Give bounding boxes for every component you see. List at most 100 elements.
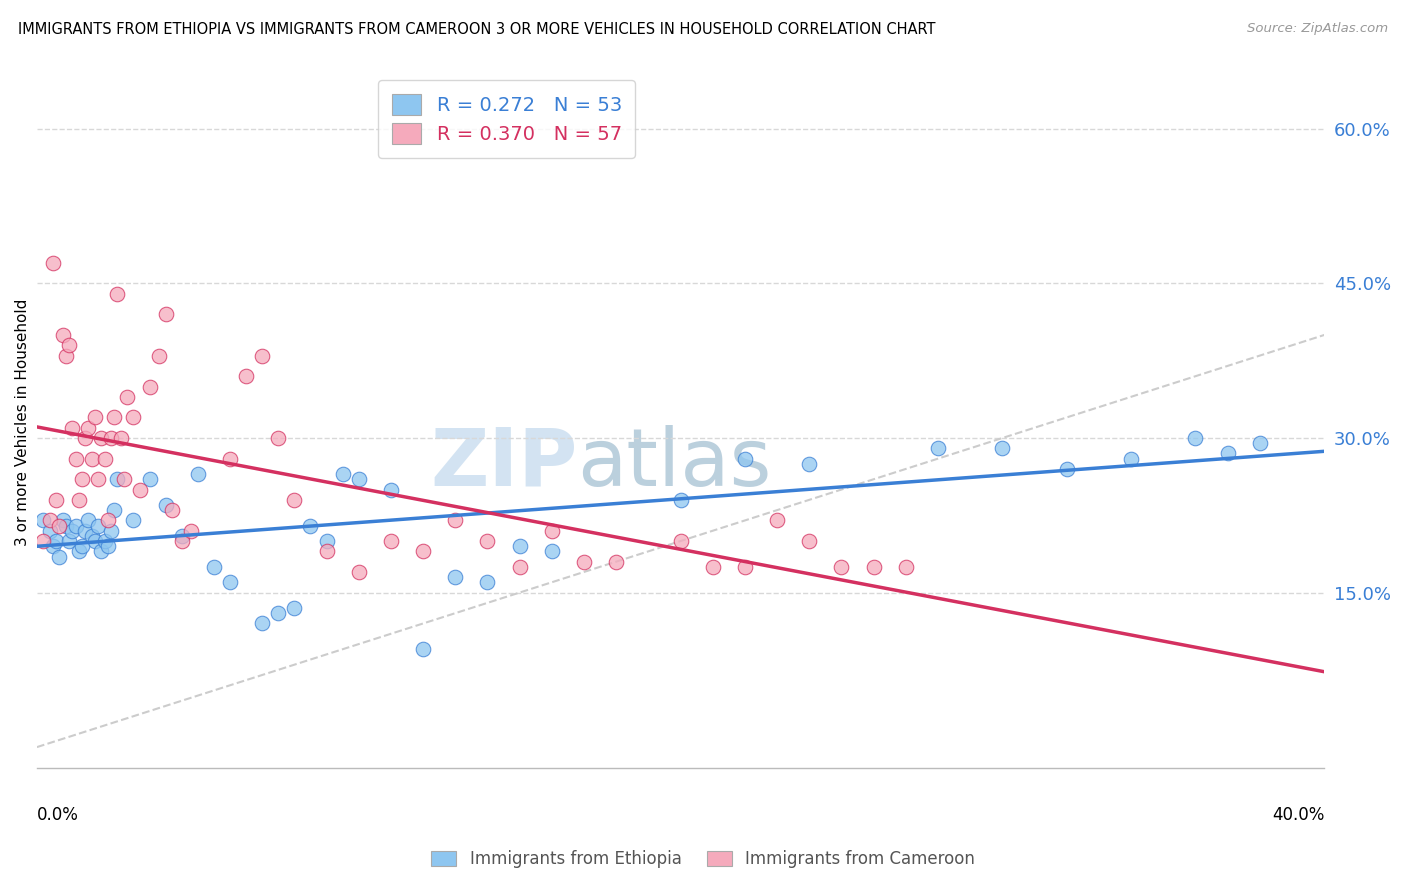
Point bbox=[799, 534, 821, 549]
Point bbox=[219, 451, 242, 466]
Text: IMMIGRANTS FROM ETHIOPIA VS IMMIGRANTS FROM CAMEROON 3 OR MORE VEHICLES IN HOUSE: IMMIGRANTS FROM ETHIOPIA VS IMMIGRANTS F… bbox=[18, 22, 936, 37]
Point bbox=[766, 513, 789, 527]
Point bbox=[347, 565, 370, 579]
Point bbox=[412, 544, 434, 558]
Point bbox=[299, 518, 322, 533]
Point bbox=[540, 524, 562, 538]
Point bbox=[202, 559, 225, 574]
Point bbox=[1119, 451, 1142, 466]
Point bbox=[100, 431, 122, 445]
Point bbox=[83, 410, 105, 425]
Text: ZIP: ZIP bbox=[430, 425, 578, 503]
Point bbox=[93, 534, 115, 549]
Point bbox=[112, 472, 135, 486]
Point bbox=[80, 451, 103, 466]
Point bbox=[58, 338, 80, 352]
Point bbox=[83, 534, 105, 549]
Point bbox=[65, 451, 87, 466]
Point bbox=[669, 492, 692, 507]
Point bbox=[93, 451, 115, 466]
Point bbox=[799, 457, 821, 471]
Point bbox=[80, 529, 103, 543]
Point bbox=[1216, 446, 1239, 460]
Point bbox=[67, 544, 90, 558]
Point bbox=[444, 513, 467, 527]
Point bbox=[315, 544, 337, 558]
Point bbox=[100, 524, 122, 538]
Point bbox=[187, 467, 209, 481]
Point bbox=[38, 524, 60, 538]
Point bbox=[97, 513, 120, 527]
Point bbox=[477, 534, 499, 549]
Point bbox=[32, 513, 55, 527]
Point bbox=[122, 513, 145, 527]
Point bbox=[58, 534, 80, 549]
Point bbox=[1184, 431, 1206, 445]
Point bbox=[315, 534, 337, 549]
Point bbox=[77, 421, 100, 435]
Text: 0.0%: 0.0% bbox=[37, 805, 79, 823]
Point bbox=[170, 529, 193, 543]
Point bbox=[87, 518, 110, 533]
Point bbox=[540, 544, 562, 558]
Point bbox=[42, 539, 65, 553]
Text: 40.0%: 40.0% bbox=[1272, 805, 1324, 823]
Point bbox=[60, 421, 83, 435]
Point bbox=[48, 518, 70, 533]
Point bbox=[894, 559, 917, 574]
Point bbox=[155, 307, 177, 321]
Point bbox=[830, 559, 852, 574]
Point bbox=[75, 431, 97, 445]
Point bbox=[160, 503, 183, 517]
Point bbox=[77, 513, 100, 527]
Point bbox=[1056, 462, 1078, 476]
Point bbox=[509, 539, 531, 553]
Point bbox=[477, 575, 499, 590]
Point bbox=[283, 492, 305, 507]
Point bbox=[702, 559, 724, 574]
Point bbox=[42, 256, 65, 270]
Point bbox=[991, 442, 1014, 456]
Point bbox=[332, 467, 354, 481]
Point bbox=[60, 524, 83, 538]
Point bbox=[48, 549, 70, 564]
Point bbox=[509, 559, 531, 574]
Point bbox=[250, 349, 273, 363]
Point bbox=[103, 410, 125, 425]
Point bbox=[67, 492, 90, 507]
Point bbox=[180, 524, 202, 538]
Text: Source: ZipAtlas.com: Source: ZipAtlas.com bbox=[1247, 22, 1388, 36]
Point bbox=[90, 431, 112, 445]
Point bbox=[105, 472, 128, 486]
Point bbox=[87, 472, 110, 486]
Point bbox=[97, 539, 120, 553]
Legend: Immigrants from Ethiopia, Immigrants from Cameroon: Immigrants from Ethiopia, Immigrants fro… bbox=[425, 844, 981, 875]
Point bbox=[250, 616, 273, 631]
Point bbox=[52, 328, 75, 343]
Point bbox=[347, 472, 370, 486]
Point bbox=[155, 498, 177, 512]
Point bbox=[734, 451, 756, 466]
Point bbox=[170, 534, 193, 549]
Point bbox=[380, 483, 402, 497]
Point bbox=[110, 431, 132, 445]
Point bbox=[572, 555, 595, 569]
Point bbox=[412, 642, 434, 657]
Point bbox=[138, 472, 160, 486]
Point bbox=[1249, 436, 1271, 450]
Point bbox=[267, 606, 290, 620]
Point bbox=[38, 513, 60, 527]
Point bbox=[75, 524, 97, 538]
Point bbox=[65, 518, 87, 533]
Point bbox=[45, 534, 67, 549]
Point bbox=[444, 570, 467, 584]
Point bbox=[55, 349, 77, 363]
Point bbox=[862, 559, 884, 574]
Point bbox=[103, 503, 125, 517]
Legend: R = 0.272   N = 53, R = 0.370   N = 57: R = 0.272 N = 53, R = 0.370 N = 57 bbox=[378, 80, 636, 158]
Point bbox=[129, 483, 152, 497]
Point bbox=[32, 534, 55, 549]
Point bbox=[55, 518, 77, 533]
Point bbox=[52, 513, 75, 527]
Point bbox=[90, 544, 112, 558]
